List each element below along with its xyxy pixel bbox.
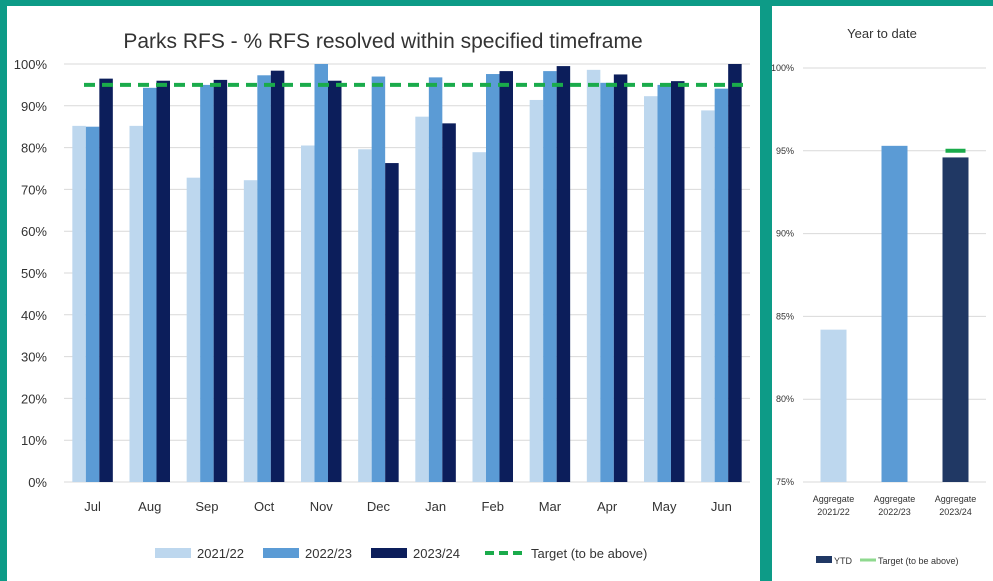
bar-2022-23 — [486, 74, 500, 483]
y-tick-label: 90% — [21, 99, 47, 114]
bar-2021-22 — [186, 177, 201, 483]
ytd-bar — [942, 157, 969, 482]
ytd-x-label-line2: 2023/24 — [939, 507, 972, 517]
x-tick-label: Mar — [539, 499, 562, 514]
y-tick-label: 10% — [21, 433, 47, 448]
x-tick-label: Jul — [84, 499, 101, 514]
legend-2022-23-label: 2022/23 — [305, 546, 352, 561]
bar-2022-23 — [200, 84, 214, 483]
legend-2021-22-swatch — [155, 548, 191, 558]
bar-2022-23 — [85, 126, 100, 482]
bar-2021-22 — [243, 180, 258, 483]
bar-2023-24 — [442, 123, 456, 482]
ytd-x-label-line1: Aggregate — [813, 494, 855, 504]
ytd-y-tick-label: 95% — [776, 146, 794, 156]
bar-2022-23 — [371, 76, 386, 482]
ytd-chart: Year to date 75% 80% 85% 90% 95% 100% Aggregate… — [772, 26, 986, 566]
x-tick-label: Dec — [367, 499, 391, 514]
monthly-chart-panel: Parks RFS - % RFS resolved within specif… — [7, 6, 760, 581]
ytd-bar — [820, 329, 847, 482]
x-tick-label: Nov — [310, 499, 334, 514]
y-tick-label: 40% — [21, 308, 47, 323]
x-tick-label: Sep — [195, 499, 218, 514]
bar-2023-24 — [213, 79, 228, 482]
y-tick-label: 70% — [21, 182, 47, 197]
bar-2021-22 — [358, 149, 372, 482]
bar-2022-23 — [543, 71, 557, 482]
x-tick-label: May — [652, 499, 677, 514]
bar-2021-22 — [529, 99, 544, 482]
legend-2021-22-label: 2021/22 — [197, 546, 244, 561]
bar-2023-24 — [613, 74, 628, 482]
bar-2023-24 — [499, 71, 513, 482]
bar-2023-24 — [728, 64, 742, 482]
bar-2023-24 — [671, 81, 685, 482]
ytd-bar — [881, 145, 908, 482]
bar-2021-22 — [415, 116, 429, 482]
ytd-y-tick-label: 85% — [776, 311, 794, 321]
y-tick-label: 20% — [21, 391, 47, 406]
x-tick-label: Apr — [597, 499, 618, 514]
bar-2022-23 — [657, 84, 671, 483]
ytd-y-tick-label: 90% — [776, 229, 794, 239]
x-tick-label: Jan — [425, 499, 446, 514]
bar-2022-23 — [143, 87, 157, 483]
y-tick-label: 100% — [14, 57, 48, 72]
x-tick-label: Aug — [138, 499, 161, 514]
bar-2021-22 — [586, 69, 601, 483]
bar-2022-23 — [600, 82, 614, 482]
y-tick-label: 50% — [21, 266, 47, 281]
bar-2023-24 — [556, 66, 571, 482]
bar-2023-24 — [270, 70, 285, 483]
legend-2022-23-swatch — [263, 548, 299, 558]
bar-2021-22 — [644, 96, 658, 482]
bar-2021-22 — [701, 110, 715, 482]
ytd-y-tick-label: 75% — [776, 477, 794, 487]
x-tick-label: Feb — [482, 499, 504, 514]
ytd-y-tick-label: 80% — [776, 394, 794, 404]
bar-2023-24 — [385, 163, 399, 483]
bar-2021-22 — [301, 145, 315, 482]
ytd-legend-label: YTD — [834, 556, 853, 566]
bar-2023-24 — [99, 78, 113, 482]
ytd-x-label-line1: Aggregate — [874, 494, 916, 504]
monthly-chart: Parks RFS - % RFS resolved within specif… — [14, 30, 750, 561]
ytd-x-label-line1: Aggregate — [935, 494, 977, 504]
bar-2021-22 — [129, 125, 143, 482]
ytd-x-label-line2: 2022/23 — [878, 507, 911, 517]
bar-2022-23 — [314, 64, 328, 482]
chart-title: Parks RFS - % RFS resolved within specif… — [123, 30, 642, 53]
bar-2022-23 — [257, 75, 271, 482]
bar-2021-22 — [72, 125, 86, 482]
y-tick-label: 0% — [28, 475, 47, 490]
y-tick-label: 30% — [21, 350, 47, 365]
ytd-legend-swatch — [816, 556, 832, 563]
bar-2023-24 — [156, 80, 170, 482]
ytd-x-label-line2: 2021/22 — [817, 507, 850, 517]
y-tick-label: 60% — [21, 224, 47, 239]
bar-2021-22 — [472, 152, 486, 482]
y-tick-label: 80% — [21, 141, 47, 156]
legend-2023-24-swatch — [371, 548, 407, 558]
legend-target-label: Target (to be above) — [531, 546, 647, 561]
legend-2023-24-label: 2023/24 — [413, 546, 460, 561]
bar-2022-23 — [714, 88, 729, 483]
ytd-chart-panel: Year to date 75% 80% 85% 90% 95% 100% Aggregate… — [772, 6, 993, 581]
ytd-y-tick-label: 100% — [772, 63, 794, 73]
x-tick-label: Oct — [254, 499, 275, 514]
bar-2022-23 — [428, 77, 443, 482]
bar-2023-24 — [328, 80, 342, 482]
x-tick-label: Jun — [711, 499, 732, 514]
ytd-title: Year to date — [847, 26, 917, 41]
ytd-legend-target-label: Target (to be above) — [878, 556, 959, 566]
